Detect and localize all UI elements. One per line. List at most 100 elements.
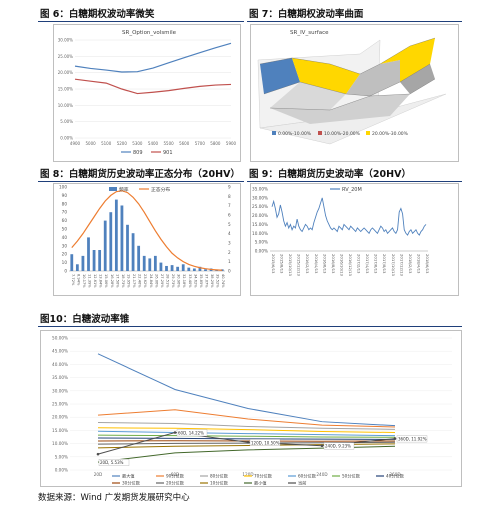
fig8-xtick: 37.07% xyxy=(205,274,209,288)
fig8-y2tick: 6 xyxy=(228,213,231,218)
fig8-legend-freq: 频率 xyxy=(119,186,129,193)
fig10-ytick: 25.00% xyxy=(52,402,68,407)
fig10-series-line xyxy=(97,434,396,438)
fig6-xtick: 5900 xyxy=(226,141,237,146)
fig8-normal-curve xyxy=(71,190,223,271)
fig8-y2tick: 7 xyxy=(228,203,231,208)
fig8-ytick: 90 xyxy=(62,193,68,198)
fig8-xtick: 33.40% xyxy=(188,274,192,288)
source-note: 数据来源：Wind 广发期货发展研究中心 xyxy=(38,493,190,503)
fig9-xtick: 2018/6/13 xyxy=(425,254,430,274)
fig10-legend-item: 最大值 xyxy=(122,473,135,480)
fig8-bar xyxy=(187,267,191,271)
fig8-y2tick: 4 xyxy=(228,231,231,236)
fig10-current-point xyxy=(393,437,397,440)
fig7-chart: SR_IV_surface 0.00%-10.00% 10.00%-20.00%… xyxy=(257,30,447,145)
fig8-ytick: 60 xyxy=(62,218,68,223)
fig10-series-line xyxy=(97,353,396,427)
fig8-y2tick: 1 xyxy=(228,259,231,264)
fig10-ytick: 45.00% xyxy=(52,349,68,354)
fig9-xtick: 2016/2/13 xyxy=(305,254,310,274)
fig8-bar xyxy=(92,250,96,271)
fig8-ytick: 30 xyxy=(62,243,68,248)
fig7-title: 图 7：白糖期权波动率曲面 xyxy=(249,9,364,20)
fig6-ytick: 25.00% xyxy=(58,54,73,59)
fig8-bar xyxy=(70,254,74,271)
fig9-xtick: 2016/8/13 xyxy=(331,254,336,274)
fig9-title: 图 9：白糖期货历史波动率（20HV） xyxy=(249,169,411,180)
fig8-xtick: 15.06% xyxy=(104,274,108,288)
fig10-legend-item: 当前 xyxy=(298,480,306,487)
fig8-bar xyxy=(81,255,85,271)
fig8-ytick: 10 xyxy=(62,260,68,265)
fig8-frame xyxy=(53,183,241,296)
fig9-xtick: 2017/6/13 xyxy=(374,254,379,274)
fig10-current-point xyxy=(320,444,324,448)
fig10-legend-item: 50分位数 xyxy=(342,473,361,480)
fig9-ytick: 15.00% xyxy=(252,222,268,227)
fig9-xtick: 2017/12/13 xyxy=(399,254,404,276)
fig9-xtick: 2015/10/13 xyxy=(288,254,293,276)
fig8-bar xyxy=(165,265,168,271)
fig8-title: 图 8：白糖期货历史波动率正态分布（20HV） xyxy=(40,169,240,180)
fig9-chart: 35.00% 30.00% 25.00% 20.00% 15.00% 10.00% 5.00… xyxy=(252,187,430,277)
fig9-xtick: 2015/12/13 xyxy=(297,254,302,276)
fig9-legend-rv: RV_20M xyxy=(342,187,362,193)
fig9-ytick: 0.00% xyxy=(255,249,268,254)
fig10-ytick: 50.00% xyxy=(52,336,68,341)
fig10-annotation: 60D, 14.22% xyxy=(178,431,204,436)
fig10-current-point xyxy=(246,440,250,444)
fig8-bar xyxy=(109,212,113,271)
fig6-ytick: 15.00% xyxy=(58,87,73,92)
fig6-xtick: 5800 xyxy=(210,141,221,146)
fig8-bar xyxy=(75,264,79,271)
fig7-surface-yellow xyxy=(292,58,360,94)
fig6-xtick: 5700 xyxy=(195,141,206,146)
fig8-ytick: 40 xyxy=(62,235,68,240)
fig10-legend-item: 40分位数 xyxy=(386,473,405,480)
fig9-ytick: 35.00% xyxy=(252,187,268,192)
fig10-series-line xyxy=(97,437,396,440)
fig8-y2tick: 2 xyxy=(228,250,231,255)
fig10-annotation: 240D, 9.23% xyxy=(325,444,351,449)
fig8-xtick: 24.84% xyxy=(149,274,153,288)
fig8-xtick: 27.29% xyxy=(160,274,164,288)
fig10-ytick: 20.00% xyxy=(52,415,68,420)
fig8-ytick: 80 xyxy=(62,201,68,206)
fig9-xtick: 2017/10/13 xyxy=(391,254,396,276)
fig10-ytick: 10.00% xyxy=(52,441,68,446)
fig6-xtick: 4900 xyxy=(70,141,81,146)
fig8-xtick: 39.52% xyxy=(216,274,220,288)
fig7-legend-1: 10.00%-20.00% xyxy=(324,131,361,137)
fig8-ytick: 0 xyxy=(64,269,67,274)
fig8-y2tick: 8 xyxy=(228,194,231,199)
fig8-legend-normal: 正态分布 xyxy=(151,186,170,193)
fig10-annotation: 20D, 5.53% xyxy=(100,460,124,465)
fig9-legend: RV_20M xyxy=(330,187,362,193)
fig8-xtick: 8.94% xyxy=(76,274,80,286)
fig8-bar xyxy=(103,220,107,271)
fig6-ytick: 20.00% xyxy=(58,70,73,75)
fig8-bar xyxy=(159,262,163,271)
fig8-xtick: 40.74% xyxy=(221,274,225,288)
fig9-xtick: 2015/6/13 xyxy=(271,254,276,274)
fig8-xtick: 28.51% xyxy=(166,274,170,288)
fig6-series-809 xyxy=(74,42,232,73)
fig6-ytick: 0.00% xyxy=(60,136,73,141)
fig9-ytick: 30.00% xyxy=(252,195,268,200)
fig6-xtick: 5400 xyxy=(148,141,159,146)
fig10-ytick: 5.00% xyxy=(55,454,68,459)
fig9-xtick: 2017/8/13 xyxy=(382,254,387,274)
fig8-xtick: 10.17% xyxy=(82,274,86,288)
fig8-xtick: 17.50% xyxy=(115,274,119,288)
fig10-series-line xyxy=(97,409,396,428)
fig6-legend: 809 901 xyxy=(121,150,173,156)
fig10-legend-item: 70分位数 xyxy=(254,473,273,480)
fig8-xtick: 16.28% xyxy=(110,274,114,288)
fig10-legend-item: 10分位数 xyxy=(210,480,229,487)
fig9-xtick: 2017/4/13 xyxy=(365,254,370,274)
fig10-annotation: 360D, 11.92% xyxy=(398,437,427,442)
fig8-bar xyxy=(170,265,174,271)
fig7-legend: 0.00%-10.00% 10.00%-20.00% 20.00%-30.00% xyxy=(272,131,409,137)
fig7-legend-0: 0.00%-10.00% xyxy=(278,131,312,137)
